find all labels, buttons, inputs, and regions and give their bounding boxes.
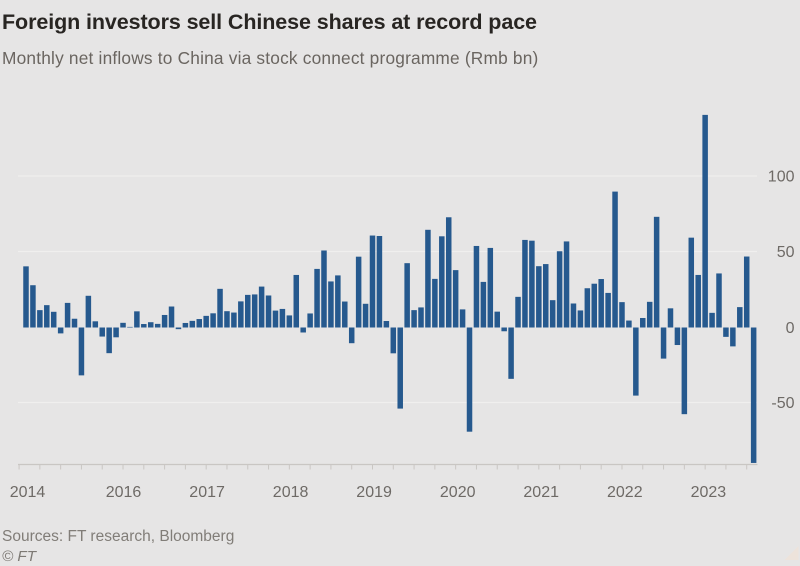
svg-text:2020: 2020 xyxy=(440,484,476,501)
svg-text:2018: 2018 xyxy=(273,484,309,501)
svg-text:2016: 2016 xyxy=(106,484,142,501)
svg-text:2022: 2022 xyxy=(607,484,643,501)
svg-text:2021: 2021 xyxy=(523,484,559,501)
svg-text:50: 50 xyxy=(777,244,795,261)
svg-text:2014: 2014 xyxy=(10,484,46,501)
svg-text:2023: 2023 xyxy=(691,484,727,501)
svg-text:2017: 2017 xyxy=(189,484,225,501)
svg-text:-50: -50 xyxy=(771,395,794,412)
svg-text:2019: 2019 xyxy=(356,484,392,501)
svg-text:0: 0 xyxy=(786,320,795,337)
svg-text:100: 100 xyxy=(768,169,795,186)
